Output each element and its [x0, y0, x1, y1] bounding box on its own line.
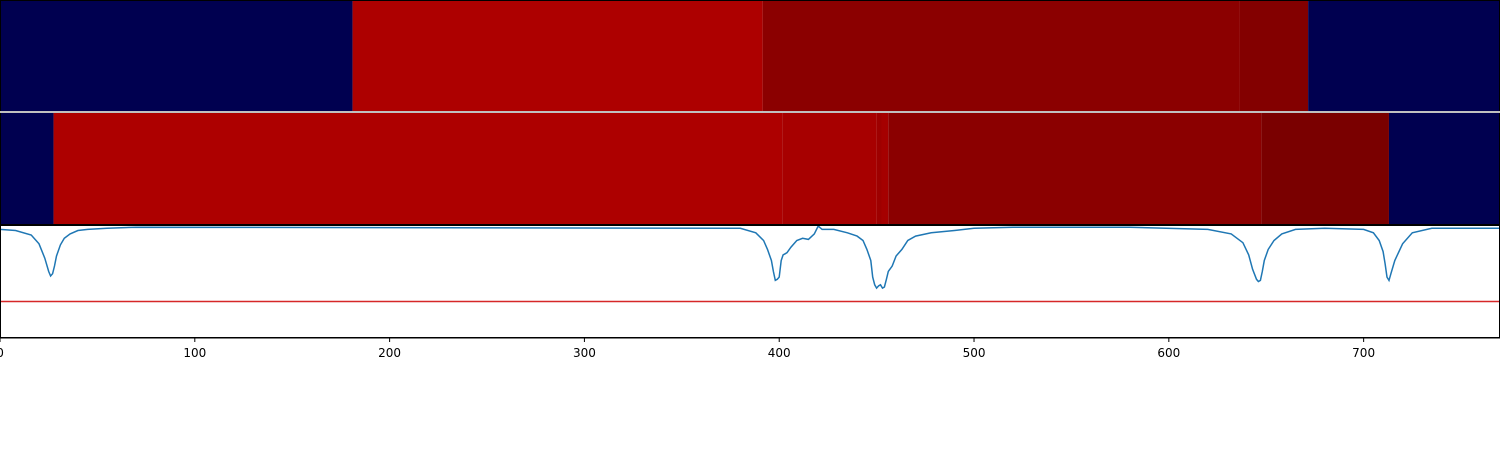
x-tick-label-300: 300 — [573, 346, 596, 360]
line-panel-frame — [1, 226, 1500, 338]
heatmap-cell-0-0 — [0, 0, 353, 112]
x-tick-label-0: 0 — [0, 346, 4, 360]
x-tick-label-200: 200 — [378, 346, 401, 360]
x-tick-label-100: 100 — [183, 346, 206, 360]
signal-line — [0, 226, 1500, 288]
heatmap-panel-top — [0, 0, 1500, 112]
x-axis: 0 100 200 300 400 500 600 700 — [0, 338, 1500, 360]
heatmap-cell-0-2 — [763, 0, 1240, 112]
line-panel-bottom — [0, 226, 1500, 338]
x-tick-label-500: 500 — [963, 346, 986, 360]
heatmap-cell-1-1 — [54, 112, 783, 225]
heatmap-cell-1-6 — [1261, 112, 1389, 225]
heatmap-cell-0-1 — [353, 0, 763, 112]
heatmap-cell-0-4 — [1308, 0, 1500, 112]
x-tick-label-700: 700 — [1352, 346, 1375, 360]
heatmap-panel-middle — [0, 112, 1500, 225]
heatmap-cell-1-3 — [877, 112, 882, 225]
x-tick-label-600: 600 — [1157, 346, 1180, 360]
heatmap-cell-1-0 — [0, 112, 54, 225]
heatmap-cell-1-7 — [1389, 112, 1500, 225]
heatmap-cell-1-4 — [881, 112, 888, 225]
heatmap-cell-0-3 — [1240, 0, 1308, 112]
x-tick-label-400: 400 — [768, 346, 791, 360]
heatmap-cell-1-2 — [782, 112, 876, 225]
heatmap-cell-1-5 — [888, 112, 1261, 225]
